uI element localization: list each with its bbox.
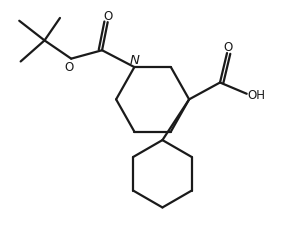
Text: N: N (129, 54, 139, 66)
Text: O: O (103, 10, 113, 23)
Text: O: O (65, 61, 74, 74)
Text: OH: OH (248, 88, 265, 101)
Text: O: O (223, 41, 232, 54)
